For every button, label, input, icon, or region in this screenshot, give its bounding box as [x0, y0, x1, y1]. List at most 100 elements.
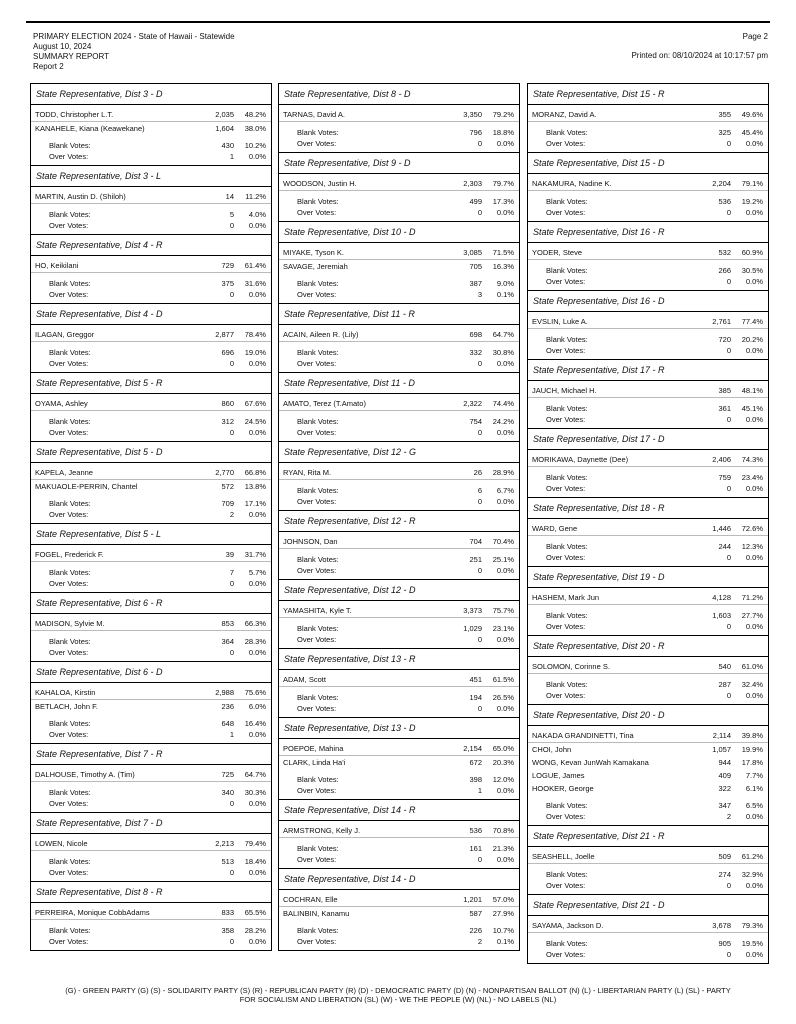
- over-label: Over Votes:: [297, 566, 337, 575]
- race-title: State Representative, Dist 12 - D: [279, 580, 519, 601]
- over-votes-row: Over Votes: 0 0.0%: [528, 621, 768, 632]
- candidate-name: RYAN, Rita M.: [283, 468, 332, 477]
- header-left: PRIMARY ELECTION 2024 - State of Hawaii …: [33, 32, 235, 72]
- candidates: NAKAMURA, Nadine K. 2,204 79.1%: [528, 174, 768, 191]
- blank-label: Blank Votes:: [49, 417, 91, 426]
- blank-label: Blank Votes:: [49, 210, 91, 219]
- votes: 696: [221, 348, 234, 357]
- percent: 0.1%: [496, 290, 514, 299]
- blank-label: Blank Votes:: [546, 197, 588, 206]
- votes: 430: [221, 141, 234, 150]
- blank-label: Blank Votes:: [49, 279, 91, 288]
- over-votes-row: Over Votes: 0 0.0%: [528, 880, 768, 891]
- percent: 6.5%: [745, 801, 763, 810]
- over-votes-row: Over Votes: 0 0.0%: [528, 949, 768, 960]
- percent: 5.7%: [248, 568, 266, 577]
- votes: 0: [726, 691, 731, 700]
- percent: 28.2%: [244, 926, 266, 935]
- blank-label: Blank Votes:: [297, 844, 339, 853]
- candidate-row: RYAN, Rita M. 26 28.9%: [279, 466, 519, 480]
- candidate-name: CHOI, John: [532, 745, 572, 754]
- votes: 705: [469, 262, 482, 271]
- percent: 7.7%: [745, 771, 763, 780]
- race-title: State Representative, Dist 7 - D: [31, 813, 271, 834]
- percent: 20.2%: [741, 335, 763, 344]
- blank-votes-row: Blank Votes: 375 31.6%: [31, 278, 271, 289]
- over-label: Over Votes:: [49, 648, 89, 657]
- votes: 364: [221, 637, 234, 646]
- votes: 2,770: [215, 468, 234, 477]
- race-title: State Representative, Dist 16 - D: [528, 291, 768, 312]
- candidate-row: LOGUE, James 409 7.7%: [528, 769, 768, 782]
- candidate-name: WOODSON, Justin H.: [283, 179, 357, 188]
- candidate-name: KAHALOA, Kirstin: [35, 688, 96, 697]
- page-number: Page 2: [742, 32, 768, 41]
- candidate-name: FOGEL, Frederick F.: [35, 550, 104, 559]
- over-label: Over Votes:: [546, 484, 586, 493]
- blank-votes-row: Blank Votes: 398 12.0%: [279, 774, 519, 785]
- votes: 355: [718, 110, 731, 119]
- percent: 18.8%: [492, 128, 514, 137]
- blank-votes-row: Blank Votes: 5 4.0%: [31, 209, 271, 220]
- blank-votes-row: Blank Votes: 1,029 23.1%: [279, 623, 519, 634]
- votes: 2,761: [712, 317, 731, 326]
- race-title: State Representative, Dist 14 - R: [279, 800, 519, 821]
- candidates: HASHEM, Mark Jun 4,128 71.2%: [528, 588, 768, 605]
- candidate-row: HASHEM, Mark Jun 4,128 71.2%: [528, 591, 768, 605]
- blank-votes-row: Blank Votes: 754 24.2%: [279, 416, 519, 427]
- percent: 0.0%: [496, 208, 514, 217]
- votes: 161: [469, 844, 482, 853]
- votes: 4,128: [712, 593, 731, 602]
- percent: 19.5%: [741, 939, 763, 948]
- votes: 3,678: [712, 921, 731, 930]
- race-title: State Representative, Dist 17 - R: [528, 360, 768, 381]
- percent: 0.0%: [248, 648, 266, 657]
- race-title: State Representative, Dist 5 - L: [31, 524, 271, 545]
- percent: 24.2%: [492, 417, 514, 426]
- candidate-row: HOOKER, George 322 6.1%: [528, 782, 768, 795]
- over-label: Over Votes:: [546, 415, 586, 424]
- percent: 16.4%: [244, 719, 266, 728]
- race: State Representative, Dist 6 - D KAHALOA,…: [31, 662, 271, 744]
- over-votes-row: Over Votes: 0 0.0%: [528, 414, 768, 425]
- candidate-row: ACAIN, Aileen R. (Lily) 698 64.7%: [279, 328, 519, 342]
- percent: 71.5%: [492, 248, 514, 257]
- race-title: State Representative, Dist 13 - R: [279, 649, 519, 670]
- over-label: Over Votes:: [546, 950, 586, 959]
- totals: Blank Votes: 1,029 23.1% Over Votes: 0 0.0%: [279, 623, 519, 645]
- votes: 2,204: [712, 179, 731, 188]
- totals: Blank Votes: 648 16.4% Over Votes: 1 0.0%: [31, 718, 271, 740]
- over-votes-row: Over Votes: 0 0.0%: [31, 867, 271, 878]
- totals: Blank Votes: 226 10.7% Over Votes: 2 0.1%: [279, 925, 519, 947]
- candidate-row: MIYAKE, Tyson K. 3,085 71.5%: [279, 246, 519, 260]
- percent: 23.4%: [741, 473, 763, 482]
- blank-label: Blank Votes:: [546, 404, 588, 413]
- over-label: Over Votes:: [49, 510, 89, 519]
- race: State Representative, Dist 11 - R ACAIN, …: [279, 304, 519, 373]
- percent: 57.0%: [492, 895, 514, 904]
- candidate-name: ACAIN, Aileen R. (Lily): [283, 330, 359, 339]
- race: State Representative, Dist 7 - R DALHOUSE…: [31, 744, 271, 813]
- percent: 30.3%: [244, 788, 266, 797]
- race-title: State Representative, Dist 8 - R: [31, 882, 271, 903]
- votes: 1: [229, 730, 234, 739]
- percent: 0.0%: [745, 950, 763, 959]
- votes: 833: [221, 908, 234, 917]
- percent: 13.8%: [244, 482, 266, 491]
- candidate-name: SEASHELL, Joelle: [532, 852, 595, 861]
- blank-label: Blank Votes:: [297, 348, 339, 357]
- candidates: AMATO, Terez (T.Amato) 2,322 74.4%: [279, 394, 519, 411]
- percent: 0.0%: [745, 277, 763, 286]
- blank-votes-row: Blank Votes: 226 10.7%: [279, 925, 519, 936]
- candidates: TARNAS, David A. 3,350 79.2%: [279, 105, 519, 122]
- votes: 5: [229, 210, 234, 219]
- percent: 64.7%: [244, 770, 266, 779]
- percent: 79.2%: [492, 110, 514, 119]
- column: State Representative, Dist 3 - D TODD, Ch…: [30, 83, 272, 951]
- blank-label: Blank Votes:: [546, 611, 588, 620]
- blank-label: Blank Votes:: [546, 680, 588, 689]
- candidate-name: CLARK, Linda Ha'i: [283, 758, 346, 767]
- candidates: SAYAMA, Jackson D. 3,678 79.3%: [528, 916, 768, 933]
- votes: 358: [221, 926, 234, 935]
- candidate-name: HASHEM, Mark Jun: [532, 593, 600, 602]
